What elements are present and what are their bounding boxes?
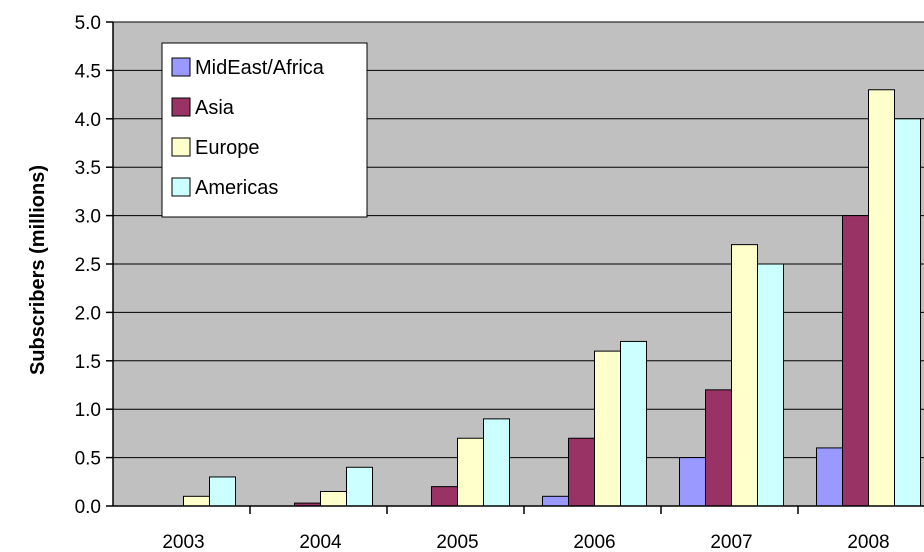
bar [457,437,484,507]
bar [894,118,921,507]
legend: MidEast/Africa Asia Europe Americas [161,42,368,218]
x-tick-label: 2003 [162,532,204,552]
y-tick-label: 4.5 [75,61,101,82]
x-tick-label: 2005 [436,532,478,552]
y-tick-label: 2.0 [75,303,101,324]
bar [346,466,373,507]
y-tick-label: 0.0 [75,497,101,518]
y-axis-title: Subscribers (millions) [27,165,49,375]
bar [731,244,758,507]
y-tick-label: 1.0 [75,400,101,421]
legend-box [161,42,368,218]
bar [568,437,595,507]
x-ticks: 2003 2004 2005 2006 2007 2008 [162,506,890,552]
legend-swatch [171,57,191,77]
bar [542,495,569,507]
y-ticks: 0.0 0.5 1.0 1.5 2.0 2.5 3.0 3.5 4.0 4.5 5.0 [75,13,113,518]
legend-swatch [171,137,191,157]
bar [183,495,210,507]
y-tick-label: 0.5 [75,449,101,470]
bar [620,340,647,507]
legend-label: MidEast/Africa [195,57,325,79]
bar [483,418,510,507]
legend-swatch [171,177,191,197]
y-tick-label: 2.5 [75,255,101,276]
bar [757,263,784,507]
y-tick-label: 3.5 [75,158,101,179]
legend-label: Asia [195,97,235,119]
y-tick-label: 5.0 [75,13,101,34]
bar [594,350,621,507]
y-tick-label: 3.0 [75,207,101,228]
y-tick-label: 4.0 [75,110,101,131]
bar [209,476,236,507]
x-tick-label: 2006 [573,532,615,552]
bar [679,457,706,507]
legend-swatch [171,97,191,117]
x-tick-label: 2008 [847,532,889,552]
bars [183,89,921,507]
x-tick-label: 2004 [299,532,342,552]
y-tick-label: 1.5 [75,352,101,373]
bar [868,89,895,507]
bar [705,389,732,507]
bar [431,486,458,507]
bar [320,490,347,507]
legend-label: Europe [195,137,260,159]
bar [816,447,843,507]
x-tick-label: 2007 [710,532,752,552]
legend-label: Americas [195,177,278,199]
bar [842,215,869,507]
